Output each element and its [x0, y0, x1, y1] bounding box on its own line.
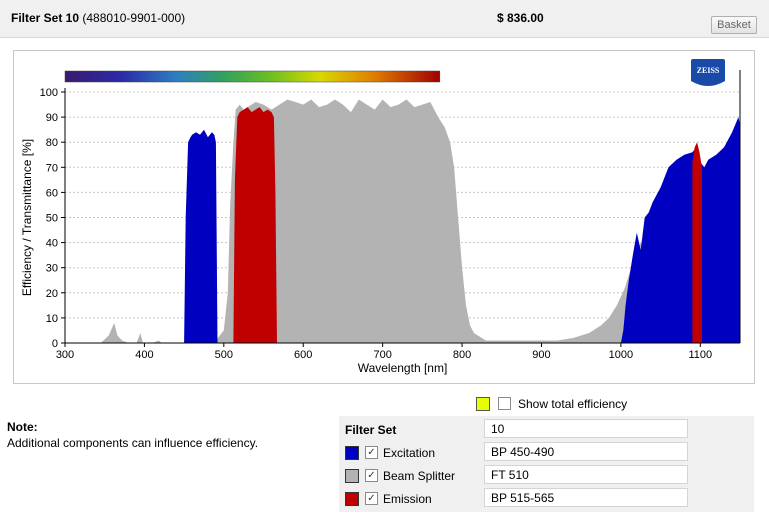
- beam-splitter-checkbox[interactable]: ✓: [365, 469, 378, 482]
- x-tick-label: 300: [56, 349, 74, 361]
- y-tick-label: 60: [46, 187, 58, 199]
- emission-label: Emission: [383, 492, 432, 506]
- excitation-color-swatch: [345, 446, 359, 460]
- y-tick-label: 20: [46, 288, 58, 300]
- y-tick-label: 30: [46, 263, 58, 275]
- filter-set-title: Filter Set 10 (488010-9901-000): [11, 11, 185, 25]
- price-label: $ 836.00: [497, 11, 544, 25]
- beam-splitter-value-field: FT 510: [484, 465, 688, 484]
- series-excitation: [184, 117, 741, 343]
- zeiss-logo-badge: [691, 59, 725, 87]
- chart-frame: 0 10 20 30 40 50 60 70 80 90 100 300 400 500 600 700 800…: [13, 50, 755, 384]
- x-tick-label: 600: [294, 349, 312, 361]
- zeiss-logo-arc: [691, 81, 725, 87]
- y-tick-label: 0: [52, 338, 58, 350]
- beam-splitter-color-swatch: [345, 469, 359, 483]
- emission-value-field: BP 515-565: [484, 488, 688, 507]
- basket-button[interactable]: Basket: [711, 16, 757, 34]
- y-tick-label: 90: [46, 112, 58, 124]
- y-tick-label: 80: [46, 137, 58, 149]
- y-tick-label: 100: [40, 87, 58, 99]
- filter-set-value-field: 10: [484, 419, 688, 438]
- y-tick-label: 70: [46, 162, 58, 174]
- spectrum-chart: 0 10 20 30 40 50 60 70 80 90 100 300 400 500 600 700 800…: [20, 59, 741, 375]
- emission-checkbox[interactable]: ✓: [365, 492, 378, 505]
- excitation-label: Excitation: [383, 446, 436, 460]
- x-tick-label: 1100: [688, 349, 712, 361]
- x-tick-label: 400: [135, 349, 153, 361]
- x-tick-label: 900: [532, 349, 550, 361]
- y-tick-label: 50: [46, 213, 58, 225]
- efficiency-color-swatch: [476, 397, 490, 411]
- note-label: Note:: [7, 420, 38, 434]
- x-tick-label: 700: [373, 349, 391, 361]
- beam-splitter-label: Beam Splitter: [383, 469, 456, 483]
- show-total-efficiency-checkbox[interactable]: [498, 397, 511, 410]
- header-bar: Filter Set 10 (488010-9901-000) $ 836.00…: [0, 0, 769, 38]
- note-text: Additional components can influence effi…: [7, 436, 259, 450]
- show-total-efficiency-label: Show total efficiency: [518, 397, 628, 411]
- x-tick-label: 800: [453, 349, 471, 361]
- filter-set-code: (488010-9901-000): [82, 11, 186, 25]
- y-tick-label: 10: [46, 313, 58, 325]
- filter-set-header-label: Filter Set: [345, 423, 397, 437]
- emission-color-swatch: [345, 492, 359, 506]
- x-axis-label: Wavelength [nm]: [358, 361, 448, 375]
- excitation-value-field: BP 450-490: [484, 442, 688, 461]
- zeiss-logo-text: ZEISS: [697, 66, 720, 75]
- y-tick-label: 40: [46, 238, 58, 250]
- x-tick-label: 1000: [609, 349, 633, 361]
- filter-set-name: Filter Set 10: [11, 11, 80, 25]
- spectrum-bar: [64, 70, 441, 83]
- y-axis-label: Efficiency / Transmittance [%]: [20, 139, 34, 296]
- x-tick-label: 500: [215, 349, 233, 361]
- excitation-checkbox[interactable]: ✓: [365, 446, 378, 459]
